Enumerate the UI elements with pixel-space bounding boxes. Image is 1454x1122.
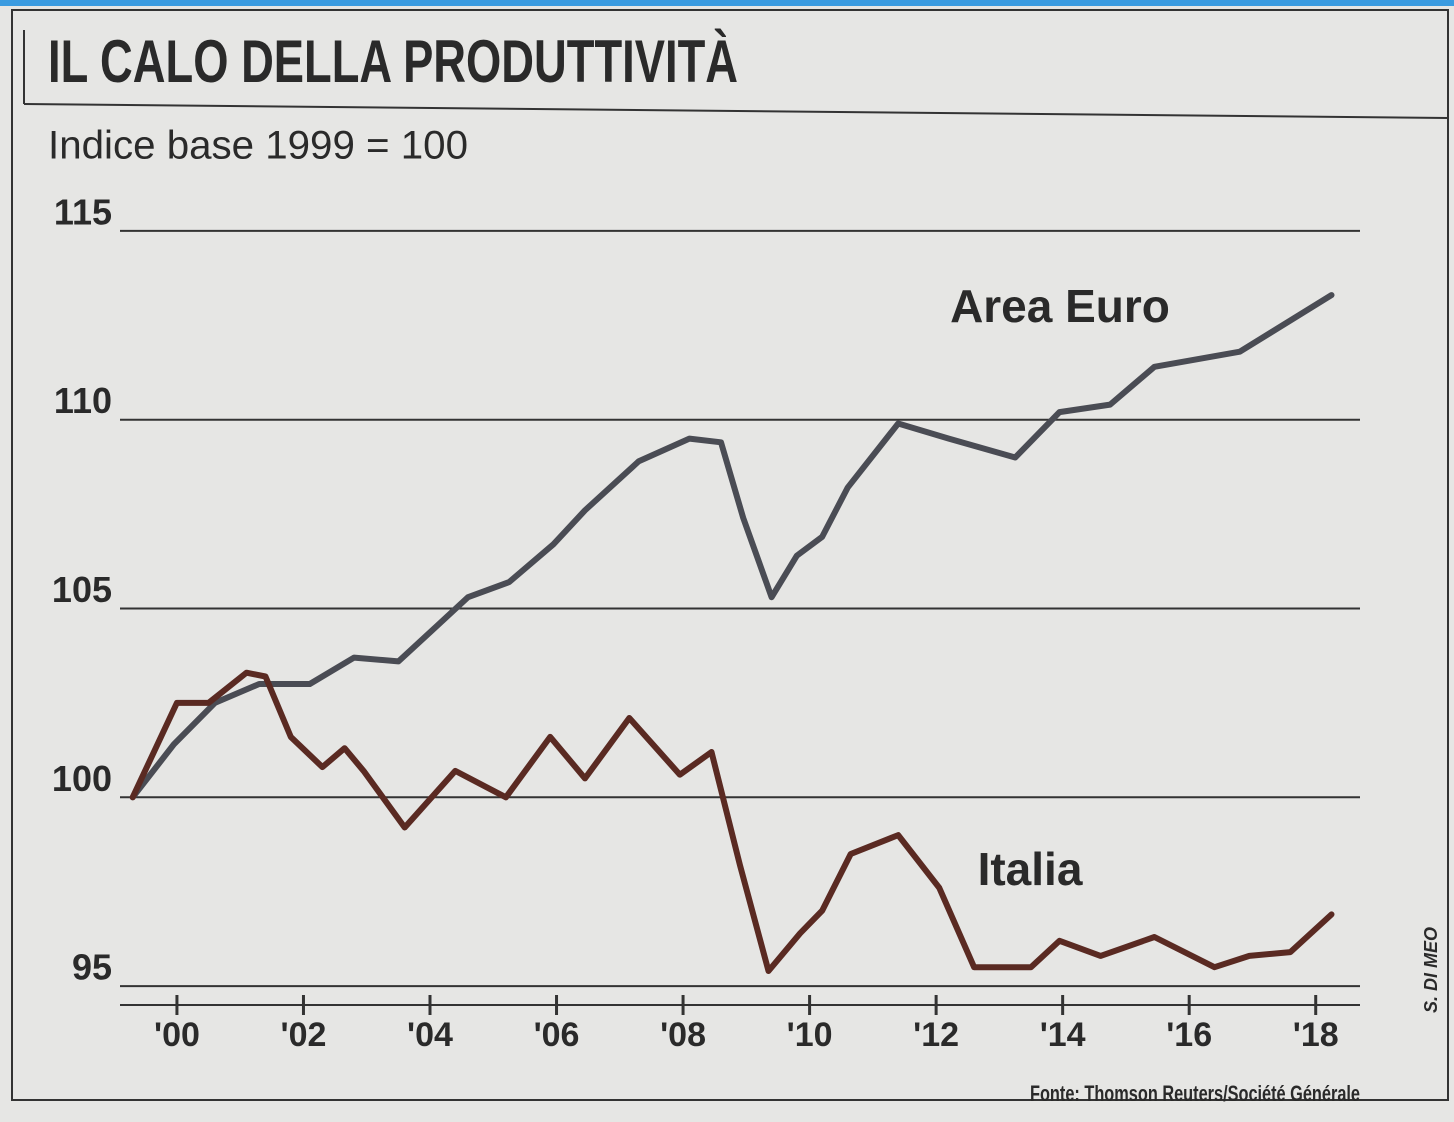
y-tick-label: 100: [52, 758, 112, 799]
chart-subtitle: Indice base 1999 = 100: [48, 124, 468, 168]
x-tick-label: '10: [787, 1016, 833, 1054]
series-label: Area Euro: [950, 280, 1170, 332]
line-series: [129, 292, 1335, 801]
y-tick-label: 115: [54, 191, 112, 232]
x-tick-label: '14: [1040, 1016, 1086, 1054]
x-tick-label: '06: [534, 1016, 580, 1054]
x-tick-label: '12: [913, 1016, 959, 1054]
title-rule: [23, 103, 1449, 119]
line-series: [129, 669, 1335, 974]
x-tick-label: '02: [281, 1016, 327, 1054]
credit: S. DI MEO: [1421, 927, 1441, 1013]
y-tick-label: 105: [52, 569, 112, 610]
x-tick-label: '16: [1166, 1016, 1212, 1054]
x-tick-label: '08: [660, 1016, 706, 1054]
x-tick-label: '04: [407, 1016, 453, 1054]
chart-title: IL CALO DELLA PRODUTTIVITÀ: [48, 28, 738, 95]
x-tick-label: '00: [154, 1016, 200, 1054]
frame: [11, 9, 1449, 1101]
y-tick-label: 110: [54, 380, 112, 421]
source: Fonte: Thomson Reuters/Société Générale: [1030, 1081, 1360, 1106]
x-tick-label: '18: [1293, 1016, 1339, 1054]
y-tick-label: 95: [72, 947, 112, 988]
top-strip: [0, 0, 1454, 6]
series-label: Italia: [978, 843, 1083, 895]
